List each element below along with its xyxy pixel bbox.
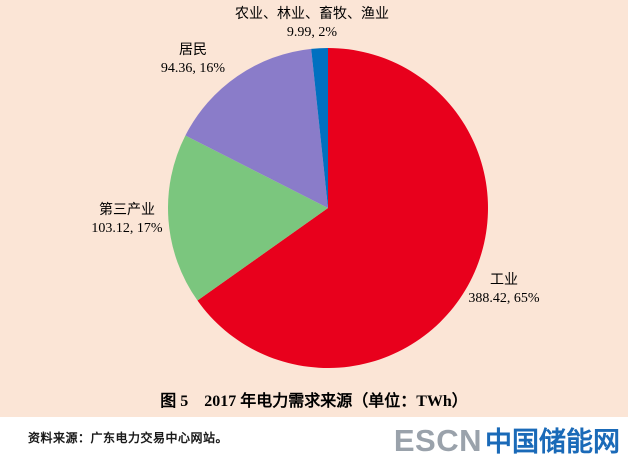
pie-label-name: 工业 <box>490 273 518 288</box>
pie-slice-0 <box>197 48 488 368</box>
pie-slice-2 <box>185 48 328 208</box>
pie-label-tertiary-industry: 第三产业 103.12, 17% <box>57 202 197 238</box>
pie-label-value: 103.12, 17% <box>91 221 163 236</box>
logo-text-escn: ESCN <box>393 423 482 458</box>
pie-label-residents: 居民 94.36, 16% <box>128 42 258 78</box>
logo-text-cn: 中国储能网 <box>485 427 620 457</box>
pie-label-name: 农业、林业、畜牧、渔业 <box>235 7 389 22</box>
pie-chart <box>168 48 488 368</box>
chart-title: 图 5 2017 年电力需求来源（单位：TWh） <box>160 393 468 410</box>
source-note: 资料来源：广东电力交易中心网站。 <box>28 431 229 445</box>
pie-label-industry: 工业 388.42, 65% <box>434 272 574 308</box>
pie-label-agriculture: 农业、林业、畜牧、渔业 9.99, 2% <box>227 6 397 42</box>
pie-slice-1 <box>168 135 328 301</box>
pie-label-name: 第三产业 <box>99 203 155 218</box>
pie-slice-3 <box>311 48 328 208</box>
pie-label-name: 居民 <box>179 43 207 58</box>
pie-label-value: 9.99, 2% <box>286 25 338 40</box>
escn-logo: ESCN 中国储能网 <box>394 420 620 459</box>
pie-label-value: 94.36, 16% <box>160 61 226 76</box>
pie-label-value: 388.42, 65% <box>468 291 540 306</box>
